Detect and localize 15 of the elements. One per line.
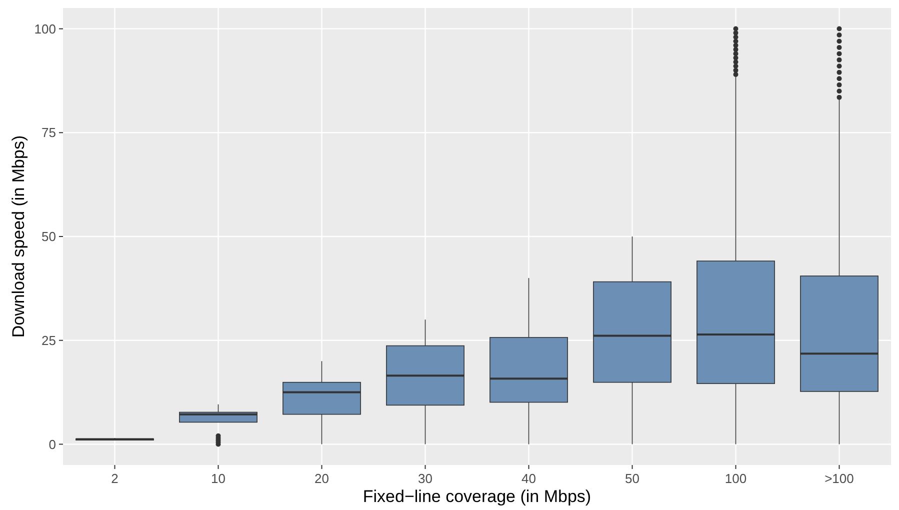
y-tick-label: 100 bbox=[34, 21, 56, 36]
y-tick-label: 50 bbox=[42, 229, 56, 244]
x-tick-label: 100 bbox=[724, 471, 747, 486]
y-tick-label: 25 bbox=[42, 332, 56, 348]
y-axis-title: Download speed (in Mbps) bbox=[9, 135, 28, 338]
x-tick-label: >100 bbox=[824, 471, 854, 486]
x-tick-label: 20 bbox=[314, 471, 329, 486]
y-tick-label: 75 bbox=[42, 125, 56, 140]
y-tick-label: 0 bbox=[48, 436, 56, 452]
x-tick-label: 30 bbox=[418, 471, 432, 486]
x-tick-label: 40 bbox=[522, 471, 536, 486]
x-tick-label: 50 bbox=[625, 471, 640, 486]
x-tick-label: 2 bbox=[111, 471, 118, 486]
x-tick-label: 10 bbox=[211, 471, 226, 486]
x-axis-title: Fixed−line coverage (in Mbps) bbox=[362, 487, 592, 506]
